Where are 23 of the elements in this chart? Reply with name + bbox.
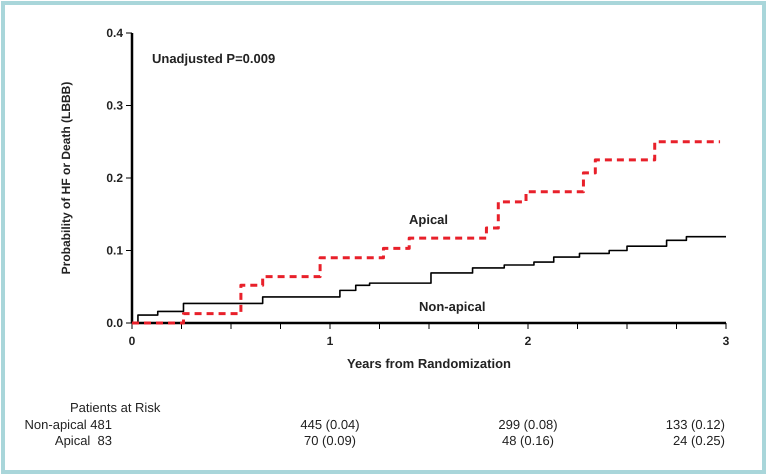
text: Non-apical 481 bbox=[24, 417, 112, 432]
text: 299 (0.08) bbox=[498, 417, 558, 432]
annotation: Unadjusted P=0.009 bbox=[152, 51, 276, 66]
x-tick-label: 2 bbox=[524, 334, 532, 348]
text: 70 (0.09) bbox=[304, 433, 356, 448]
y-tick-label: 0.2 bbox=[106, 170, 124, 185]
text: 24 (0.25) bbox=[672, 433, 725, 448]
text: 48 (0.16) bbox=[502, 433, 554, 448]
y-tick-label: 0.4 bbox=[106, 26, 124, 40]
text: 133 (0.12) bbox=[666, 417, 725, 432]
x-axis-title: Years from Randomization bbox=[347, 356, 512, 371]
series-label: Apical bbox=[409, 212, 448, 228]
x-tick-label: 0 bbox=[128, 334, 136, 348]
x-tick-label: 1 bbox=[326, 334, 334, 348]
series-label: Non-apical bbox=[419, 299, 486, 314]
text: Apical 83 bbox=[54, 433, 112, 448]
y-tick-label: 0.0 bbox=[106, 316, 124, 330]
x-tick-label: 3 bbox=[722, 334, 730, 348]
text: 445 (0.04) bbox=[300, 417, 360, 432]
y-tick-label: 0.1 bbox=[106, 243, 124, 258]
y-axis-title: Probability of HF or Death (LBBB) bbox=[59, 82, 73, 274]
y-tick-label: 0.3 bbox=[106, 98, 124, 112]
text: Patients at Risk bbox=[70, 400, 161, 415]
